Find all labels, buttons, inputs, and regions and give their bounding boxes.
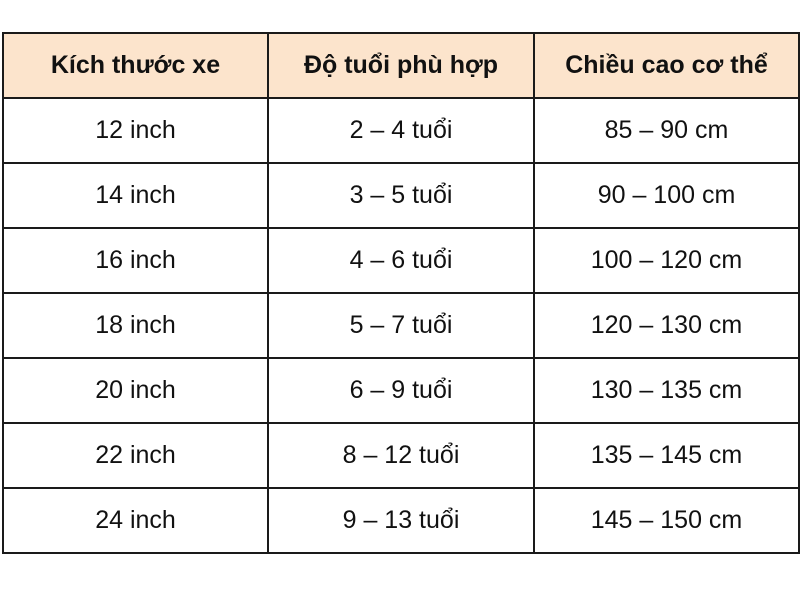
cell-bike-size: 20 inch	[2, 357, 269, 424]
cell-age: 5 – 7 tuổi	[267, 292, 535, 359]
cell-bike-size: 24 inch	[2, 487, 269, 554]
header-height: Chiều cao cơ thể	[533, 32, 800, 99]
cell-age: 2 – 4 tuổi	[267, 97, 535, 164]
cell-bike-size: 22 inch	[2, 422, 269, 489]
cell-height: 100 – 120 cm	[533, 227, 800, 294]
cell-age: 3 – 5 tuổi	[267, 162, 535, 229]
cell-height: 145 – 150 cm	[533, 487, 800, 554]
header-row: Kích thước xe Độ tuổi phù hợp Chiều cao …	[2, 32, 800, 99]
cell-bike-size: 18 inch	[2, 292, 269, 359]
header-bike-size: Kích thước xe	[2, 32, 269, 99]
table-row: 18 inch 5 – 7 tuổi 120 – 130 cm	[2, 292, 800, 359]
table-row: 24 inch 9 – 13 tuổi 145 – 150 cm	[2, 487, 800, 554]
cell-height: 120 – 130 cm	[533, 292, 800, 359]
table-row: 22 inch 8 – 12 tuổi 135 – 145 cm	[2, 422, 800, 489]
header-age: Độ tuổi phù hợp	[267, 32, 535, 99]
cell-bike-size: 16 inch	[2, 227, 269, 294]
bike-size-table: Kích thước xe Độ tuổi phù hợp Chiều cao …	[2, 32, 800, 554]
table-row: 16 inch 4 – 6 tuổi 100 – 120 cm	[2, 227, 800, 294]
cell-age: 8 – 12 tuổi	[267, 422, 535, 489]
cell-height: 135 – 145 cm	[533, 422, 800, 489]
table-row: 12 inch 2 – 4 tuổi 85 – 90 cm	[2, 97, 800, 164]
cell-height: 90 – 100 cm	[533, 162, 800, 229]
cell-bike-size: 12 inch	[2, 97, 269, 164]
table-row: 14 inch 3 – 5 tuổi 90 – 100 cm	[2, 162, 800, 229]
cell-age: 9 – 13 tuổi	[267, 487, 535, 554]
cell-age: 4 – 6 tuổi	[267, 227, 535, 294]
cell-bike-size: 14 inch	[2, 162, 269, 229]
cell-height: 130 – 135 cm	[533, 357, 800, 424]
cell-height: 85 – 90 cm	[533, 97, 800, 164]
cell-age: 6 – 9 tuổi	[267, 357, 535, 424]
table-row: 20 inch 6 – 9 tuổi 130 – 135 cm	[2, 357, 800, 424]
